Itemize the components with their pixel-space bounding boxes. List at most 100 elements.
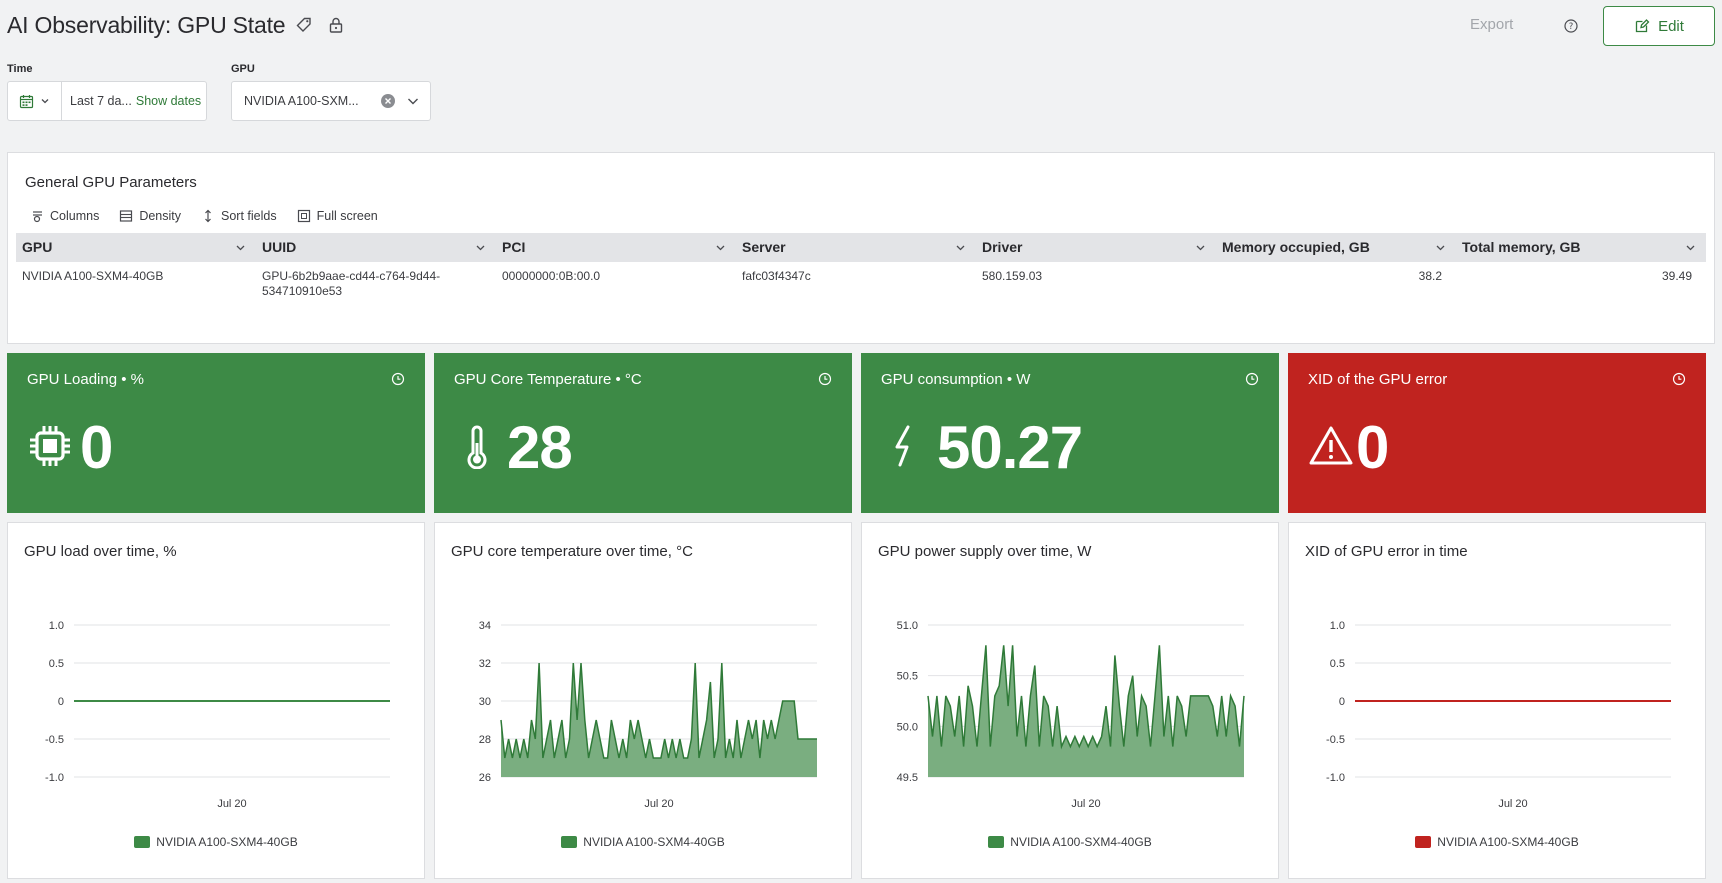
column-header-label: Memory occupied, GB <box>1222 239 1370 255</box>
y-tick-label: -0.5 <box>45 734 64 746</box>
lock-icon[interactable] <box>327 16 345 34</box>
chevron-down-icon <box>41 99 49 104</box>
column-header-total-memory[interactable]: Total memory, GB <box>1456 233 1706 262</box>
calendar-dropdown[interactable] <box>8 82 62 120</box>
kpi-title: GPU consumption • W <box>881 371 1031 388</box>
edit-button[interactable]: Edit <box>1603 6 1715 46</box>
page-title: AI Observability: GPU State <box>7 12 286 38</box>
y-tick-label: 49.5 <box>897 772 918 784</box>
columns-button[interactable]: Columns <box>30 209 99 223</box>
kpi-gpu-consumption[interactable]: GPU consumption • W 50.27 <box>861 353 1279 513</box>
chart-title: GPU load over time, % <box>24 543 177 560</box>
columns-icon <box>33 211 42 223</box>
chart-legend[interactable]: NVIDIA A100-SXM4-40GB <box>435 835 851 849</box>
time-range-text: Last 7 da... <box>70 94 132 108</box>
chevron-down-icon[interactable] <box>1195 242 1206 253</box>
y-tick-label: 34 <box>479 620 491 632</box>
chevron-down-icon[interactable] <box>1685 242 1696 253</box>
kpi-gpu-temperature[interactable]: GPU Core Temperature • °C 28 <box>434 353 852 513</box>
column-header-server[interactable]: Server <box>736 233 976 262</box>
chart-panel-gpu-power: GPU power supply over time, W 51.0 50.5 50… <box>861 522 1279 879</box>
chevron-down-icon[interactable] <box>1435 242 1446 253</box>
column-header-pci[interactable]: PCI <box>496 233 736 262</box>
kpi-value: 0 <box>1356 414 1389 481</box>
table-row[interactable]: NVIDIA A100-SXM4-40GB GPU-6b2b9aae-cd44-… <box>16 262 1706 299</box>
y-tick-label: -0.5 <box>1326 734 1345 746</box>
column-header-label: GPU <box>22 239 53 255</box>
chart-title: GPU power supply over time, W <box>878 543 1092 560</box>
legend-swatch <box>561 836 578 848</box>
chip-icon <box>30 426 70 466</box>
time-range-value[interactable]: Last 7 da... Show dates <box>62 94 201 108</box>
full-screen-label: Full screen <box>316 209 378 223</box>
series-line <box>927 645 1245 750</box>
chevron-down-icon[interactable] <box>955 242 966 253</box>
gpu-select[interactable]: NVIDIA A100-SXM... <box>231 81 431 121</box>
legend-label: NVIDIA A100-SXM4-40GB <box>156 835 298 849</box>
chart-legend[interactable]: NVIDIA A100-SXM4-40GB <box>1289 835 1705 849</box>
chevron-down-icon[interactable] <box>715 242 726 253</box>
kpi-title: XID of the GPU error <box>1308 371 1448 388</box>
panel-title: General GPU Parameters <box>25 174 197 191</box>
y-tick-label: 32 <box>479 658 491 670</box>
density-button[interactable]: Density <box>119 209 181 223</box>
y-tick-label: 0.5 <box>49 658 64 670</box>
legend-label: NVIDIA A100-SXM4-40GB <box>1010 835 1152 849</box>
legend-label: NVIDIA A100-SXM4-40GB <box>583 835 725 849</box>
clock-icon[interactable] <box>818 372 832 386</box>
full-screen-button[interactable]: Full screen <box>297 209 378 223</box>
y-tick-label: 51.0 <box>897 620 918 632</box>
gpu-load-chart[interactable]: 1.0 0.5 0 -0.5 -1.0 Jul 20 <box>8 523 426 880</box>
cell-uuid: GPU-6b2b9aae-cd44-c764-9d44-534710910e53 <box>262 269 441 298</box>
y-tick-label: 0 <box>58 696 64 708</box>
gpu-power-chart[interactable]: 51.0 50.5 50.0 49.5 Jul 20 <box>862 523 1280 880</box>
cell-pci: 00000000:0B:00.0 <box>502 269 601 283</box>
edit-icon <box>1635 19 1650 33</box>
y-tick-label: 50.5 <box>897 671 918 683</box>
chevron-down-icon[interactable] <box>235 242 246 253</box>
y-tick-label: 1.0 <box>49 620 64 632</box>
series-area <box>501 663 817 777</box>
column-header-gpu[interactable]: GPU <box>16 233 256 262</box>
chart-panel-gpu-temperature: GPU core temperature over time, °C 34 32 3… <box>434 522 852 879</box>
y-tick-label: -1.0 <box>45 772 64 784</box>
xid-error-chart[interactable]: 1.0 0.5 0 -0.5 -1.0 Jul 20 <box>1289 523 1707 880</box>
legend-swatch <box>134 836 151 848</box>
clock-icon[interactable] <box>1245 372 1259 386</box>
y-tick-label: 28 <box>479 734 491 746</box>
clear-icon[interactable] <box>380 93 396 109</box>
sort-fields-button[interactable]: Sort fields <box>201 209 277 223</box>
legend-swatch <box>1415 836 1432 848</box>
column-header-label: Server <box>742 239 786 255</box>
time-range-picker[interactable]: Last 7 da... Show dates <box>7 81 207 121</box>
y-tick-label: 1.0 <box>1330 620 1345 632</box>
clock-icon[interactable] <box>391 372 405 386</box>
cell-gpu: NVIDIA A100-SXM4-40GB <box>22 269 164 283</box>
gpu-parameters-panel: General GPU Parameters Columns Density S… <box>7 152 1715 344</box>
chevron-down-icon[interactable] <box>406 94 420 108</box>
chart-title: XID of GPU error in time <box>1305 543 1468 560</box>
column-header-uuid[interactable]: UUID <box>256 233 496 262</box>
density-label: Density <box>139 209 182 223</box>
legend-swatch <box>988 836 1005 848</box>
chart-legend[interactable]: NVIDIA A100-SXM4-40GB <box>862 835 1278 849</box>
kpi-value: 0 <box>80 414 113 481</box>
kpi-gpu-loading[interactable]: GPU Loading • % 0 <box>7 353 425 513</box>
kpi-xid-error[interactable]: XID of the GPU error 0 <box>1288 353 1706 513</box>
chevron-down-icon[interactable] <box>475 242 486 253</box>
column-header-memory-occupied[interactable]: Memory occupied, GB <box>1216 233 1456 262</box>
chart-legend[interactable]: NVIDIA A100-SXM4-40GB <box>8 835 424 849</box>
series-line <box>500 662 817 759</box>
tag-icon[interactable] <box>295 16 313 34</box>
chart-panel-xid-error: XID of GPU error in time 1.0 0.5 0 -0.5 -1.0… <box>1288 522 1706 879</box>
export-button[interactable]: Export <box>1470 16 1514 33</box>
help-icon[interactable]: ? <box>1563 18 1579 34</box>
gpu-temperature-chart[interactable]: 34 32 30 28 26 Jul 20 <box>435 523 853 880</box>
column-header-driver[interactable]: Driver <box>976 233 1216 262</box>
clock-icon[interactable] <box>1672 372 1686 386</box>
x-tick-label: Jul 20 <box>1071 798 1100 810</box>
y-tick-label: -1.0 <box>1326 772 1345 784</box>
show-dates-link[interactable]: Show dates <box>135 94 202 108</box>
series-area <box>928 645 1244 777</box>
y-tick-label: 26 <box>479 772 491 784</box>
